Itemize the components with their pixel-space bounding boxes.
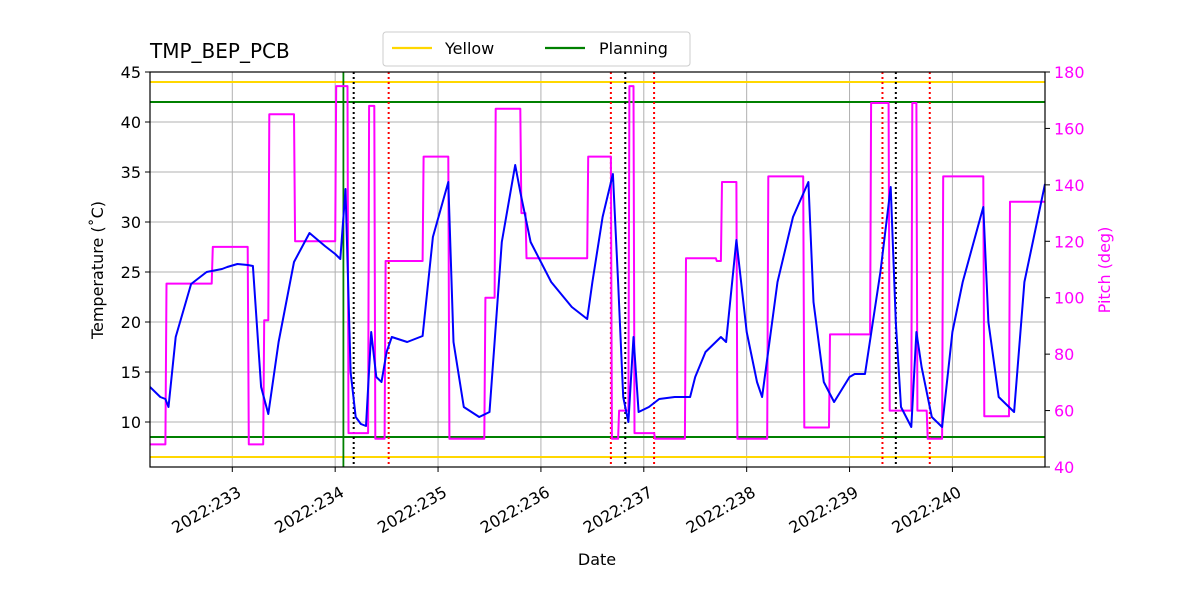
series-line-pitch <box>150 85 1045 446</box>
y-tick-label-7: 45 <box>121 63 141 82</box>
y-axis-right: 40 60 80 100 120 140 160 180 <box>1045 63 1085 477</box>
y-axis-left: 10 15 20 25 30 35 40 45 <box>121 63 150 432</box>
y2-tick-label-6: 160 <box>1054 119 1085 138</box>
x-tick-label-3: 2022:236 <box>477 482 553 537</box>
y-tick-label-0: 10 <box>121 413 141 432</box>
y2-tick-label-5: 140 <box>1054 176 1085 195</box>
chart-title: TMP_BEP_PCB <box>149 39 290 63</box>
y2-tick-label-2: 80 <box>1054 345 1074 364</box>
y-tick-label-1: 15 <box>121 363 141 382</box>
x-tick-label-7: 2022:240 <box>889 482 965 537</box>
legend-label-planning: Planning <box>599 39 668 58</box>
x-tick-label-6: 2022:239 <box>786 482 862 537</box>
x-axis: 2022:233 2022:234 2022:235 2022:236 2022:237… <box>168 467 964 537</box>
plot-frame <box>149 71 1046 468</box>
legend: Yellow Planning <box>382 31 691 67</box>
x-axis-label: Date <box>578 550 616 569</box>
y2-tick-label-4: 120 <box>1054 232 1085 251</box>
y-axis-label: Temperature (˚C) <box>88 201 107 340</box>
y-tick-label-5: 35 <box>121 163 141 182</box>
x-tick-label-2: 2022:235 <box>374 482 450 537</box>
x-tick-label-5: 2022:238 <box>683 482 759 537</box>
y2-tick-label-7: 180 <box>1054 63 1085 82</box>
y2-tick-label-3: 100 <box>1054 289 1085 308</box>
x-tick-label-4: 2022:237 <box>580 482 656 537</box>
series-layer <box>150 85 1045 446</box>
y2-axis-label: Pitch (deg) <box>1095 227 1114 314</box>
x-tick-label-0: 2022:233 <box>168 482 244 537</box>
y-tick-label-2: 20 <box>121 313 141 332</box>
vertical-lines <box>342 72 931 467</box>
legend-box <box>382 31 691 67</box>
y2-tick-label-1: 60 <box>1054 402 1074 421</box>
x-tick-label-1: 2022:234 <box>271 482 347 537</box>
y2-tick-label-0: 40 <box>1054 458 1074 477</box>
y-tick-label-3: 25 <box>121 263 141 282</box>
y-tick-label-4: 30 <box>121 213 141 232</box>
y-tick-label-6: 40 <box>121 113 141 132</box>
legend-label-yellow: Yellow <box>444 39 494 58</box>
series-line-temperature <box>150 164 1045 428</box>
